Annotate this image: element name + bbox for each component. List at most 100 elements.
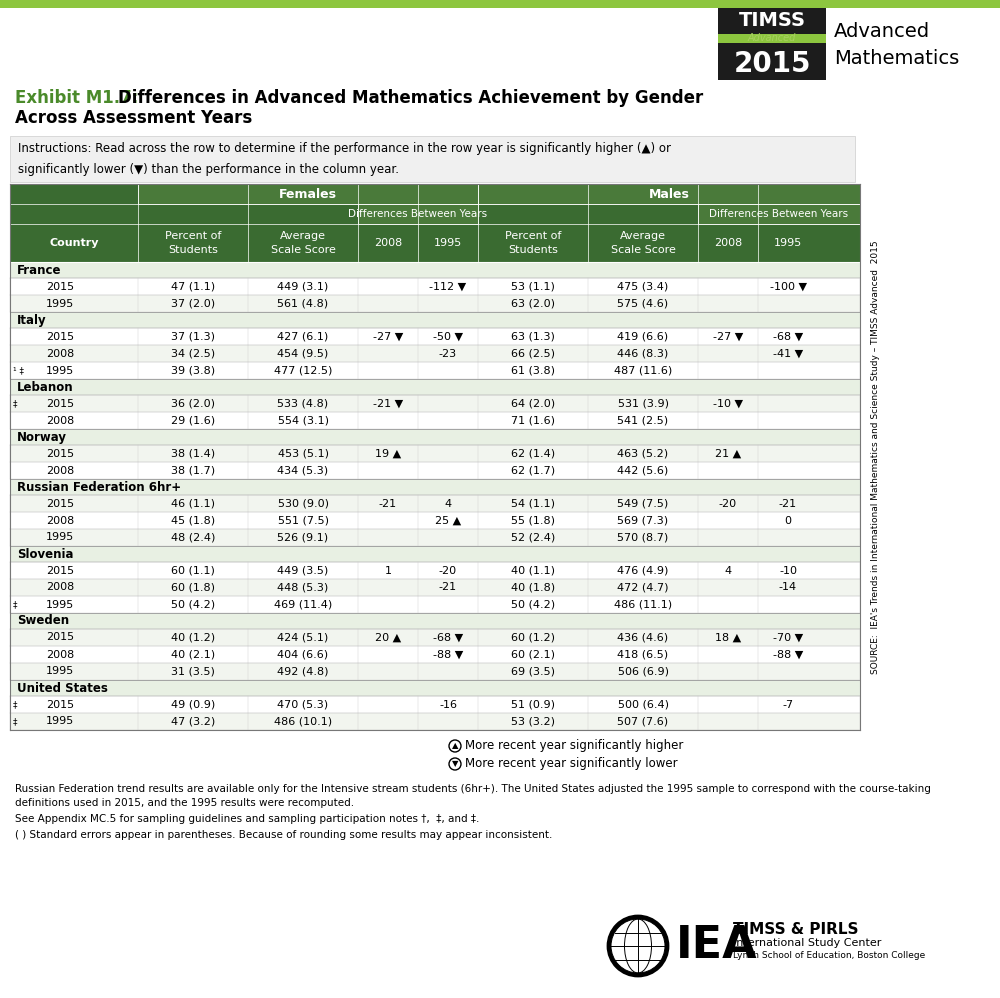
Text: 570 (8.7): 570 (8.7) bbox=[617, 533, 669, 543]
Text: 40 (2.1): 40 (2.1) bbox=[171, 650, 215, 660]
Bar bbox=[718, 8, 826, 80]
Text: ‡: ‡ bbox=[13, 600, 18, 609]
Text: 436 (4.6): 436 (4.6) bbox=[617, 633, 669, 643]
Text: More recent year significantly lower: More recent year significantly lower bbox=[465, 757, 678, 770]
Text: ‡: ‡ bbox=[13, 717, 18, 726]
Text: 0: 0 bbox=[784, 516, 792, 526]
Text: 569 (7.3): 569 (7.3) bbox=[617, 516, 669, 526]
Bar bbox=[10, 379, 860, 395]
Text: 55 (1.8): 55 (1.8) bbox=[511, 516, 555, 526]
Text: 37 (1.3): 37 (1.3) bbox=[171, 331, 215, 341]
Text: 531 (3.9): 531 (3.9) bbox=[618, 398, 668, 408]
Text: Russian Federation 6hr+: Russian Federation 6hr+ bbox=[17, 480, 181, 493]
Text: 39 (3.8): 39 (3.8) bbox=[171, 365, 215, 375]
Text: Advanced: Advanced bbox=[834, 22, 930, 41]
Bar bbox=[10, 328, 860, 345]
Text: TIMSS & PIRLS: TIMSS & PIRLS bbox=[733, 922, 858, 937]
Text: 60 (1.1): 60 (1.1) bbox=[171, 566, 215, 576]
Text: 554 (3.1): 554 (3.1) bbox=[278, 415, 328, 425]
Text: ▲: ▲ bbox=[452, 742, 458, 750]
Text: 1995: 1995 bbox=[434, 238, 462, 248]
Text: 69 (3.5): 69 (3.5) bbox=[511, 667, 555, 677]
Text: TIMSS: TIMSS bbox=[738, 11, 806, 31]
Text: -50 ▼: -50 ▼ bbox=[433, 331, 463, 341]
Text: Sweden: Sweden bbox=[17, 615, 69, 628]
Text: 2008: 2008 bbox=[374, 238, 402, 248]
Text: Differences Between Years: Differences Between Years bbox=[709, 209, 849, 219]
Bar bbox=[10, 262, 860, 278]
Bar bbox=[478, 184, 860, 204]
Bar bbox=[10, 663, 860, 680]
Text: Russian Federation trend results are available only for the Intensive stream stu: Russian Federation trend results are ava… bbox=[15, 784, 931, 794]
Text: 2015: 2015 bbox=[46, 281, 74, 291]
Bar bbox=[10, 462, 860, 479]
Text: 62 (1.4): 62 (1.4) bbox=[511, 448, 555, 458]
Text: 475 (3.4): 475 (3.4) bbox=[617, 281, 669, 291]
Bar bbox=[698, 204, 860, 224]
Text: 575 (4.6): 575 (4.6) bbox=[617, 298, 669, 308]
Text: 66 (2.5): 66 (2.5) bbox=[511, 348, 555, 358]
Text: 2008: 2008 bbox=[46, 348, 74, 358]
Text: Across Assessment Years: Across Assessment Years bbox=[15, 109, 252, 127]
Text: 47 (1.1): 47 (1.1) bbox=[171, 281, 215, 291]
Text: 4: 4 bbox=[724, 566, 732, 576]
Text: 20 ▲: 20 ▲ bbox=[375, 633, 401, 643]
Text: 31 (3.5): 31 (3.5) bbox=[171, 667, 215, 677]
Text: definitions used in 2015, and the 1995 results were recomputed.: definitions used in 2015, and the 1995 r… bbox=[15, 798, 354, 808]
Text: 486 (11.1): 486 (11.1) bbox=[614, 600, 672, 610]
Text: -41 ▼: -41 ▼ bbox=[773, 348, 803, 358]
Text: Females: Females bbox=[279, 188, 337, 201]
Text: 2015: 2015 bbox=[46, 700, 74, 710]
Text: IEA: IEA bbox=[676, 924, 758, 967]
Bar bbox=[358, 204, 478, 224]
Text: 533 (4.8): 533 (4.8) bbox=[277, 398, 329, 408]
Text: ( ) Standard errors appear in parentheses. Because of rounding some results may : ( ) Standard errors appear in parenthese… bbox=[15, 830, 552, 840]
Text: 506 (6.9): 506 (6.9) bbox=[618, 667, 668, 677]
Bar bbox=[10, 312, 860, 328]
Text: -23: -23 bbox=[439, 348, 457, 358]
Text: -21: -21 bbox=[779, 498, 797, 509]
Text: Slovenia: Slovenia bbox=[17, 548, 74, 561]
Bar bbox=[10, 136, 855, 182]
Text: 60 (1.2): 60 (1.2) bbox=[511, 633, 555, 643]
Bar bbox=[10, 680, 860, 696]
Text: 526 (9.1): 526 (9.1) bbox=[277, 533, 329, 543]
Text: 2015: 2015 bbox=[46, 398, 74, 408]
Text: Average
Scale Score: Average Scale Score bbox=[611, 232, 675, 254]
Bar bbox=[10, 395, 860, 412]
Text: ▼: ▼ bbox=[452, 759, 458, 768]
Text: -88 ▼: -88 ▼ bbox=[433, 650, 463, 660]
Text: 71 (1.6): 71 (1.6) bbox=[511, 415, 555, 425]
Text: ¹ ‡: ¹ ‡ bbox=[13, 366, 24, 375]
Text: 50 (4.2): 50 (4.2) bbox=[171, 600, 215, 610]
Text: 18 ▲: 18 ▲ bbox=[715, 633, 741, 643]
Text: 424 (5.1): 424 (5.1) bbox=[277, 633, 329, 643]
Text: 49 (0.9): 49 (0.9) bbox=[171, 700, 215, 710]
Bar bbox=[10, 579, 860, 596]
Text: Percent of
Students: Percent of Students bbox=[505, 232, 561, 254]
Text: 477 (12.5): 477 (12.5) bbox=[274, 365, 332, 375]
Bar bbox=[10, 278, 860, 295]
Text: 25 ▲: 25 ▲ bbox=[435, 516, 461, 526]
Text: 530 (9.0): 530 (9.0) bbox=[278, 498, 328, 509]
Text: 469 (11.4): 469 (11.4) bbox=[274, 600, 332, 610]
Text: Differences in Advanced Mathematics Achievement by Gender: Differences in Advanced Mathematics Achi… bbox=[118, 89, 703, 107]
Text: 60 (1.8): 60 (1.8) bbox=[171, 583, 215, 593]
Text: -21: -21 bbox=[439, 583, 457, 593]
Text: -16: -16 bbox=[439, 700, 457, 710]
Text: ‡: ‡ bbox=[13, 700, 18, 709]
Text: significantly lower (▼) than the performance in the column year.: significantly lower (▼) than the perform… bbox=[18, 163, 399, 176]
Bar bbox=[10, 495, 860, 512]
Text: Norway: Norway bbox=[17, 430, 67, 443]
Bar bbox=[10, 184, 860, 262]
Circle shape bbox=[449, 740, 461, 752]
Text: 60 (2.1): 60 (2.1) bbox=[511, 650, 555, 660]
Text: 454 (9.5): 454 (9.5) bbox=[277, 348, 329, 358]
Text: 463 (5.2): 463 (5.2) bbox=[617, 448, 669, 458]
Text: United States: United States bbox=[17, 682, 108, 695]
Bar bbox=[10, 613, 860, 629]
Text: 34 (2.5): 34 (2.5) bbox=[171, 348, 215, 358]
Bar bbox=[10, 646, 860, 663]
Bar bbox=[10, 596, 860, 613]
Text: 36 (2.0): 36 (2.0) bbox=[171, 398, 215, 408]
